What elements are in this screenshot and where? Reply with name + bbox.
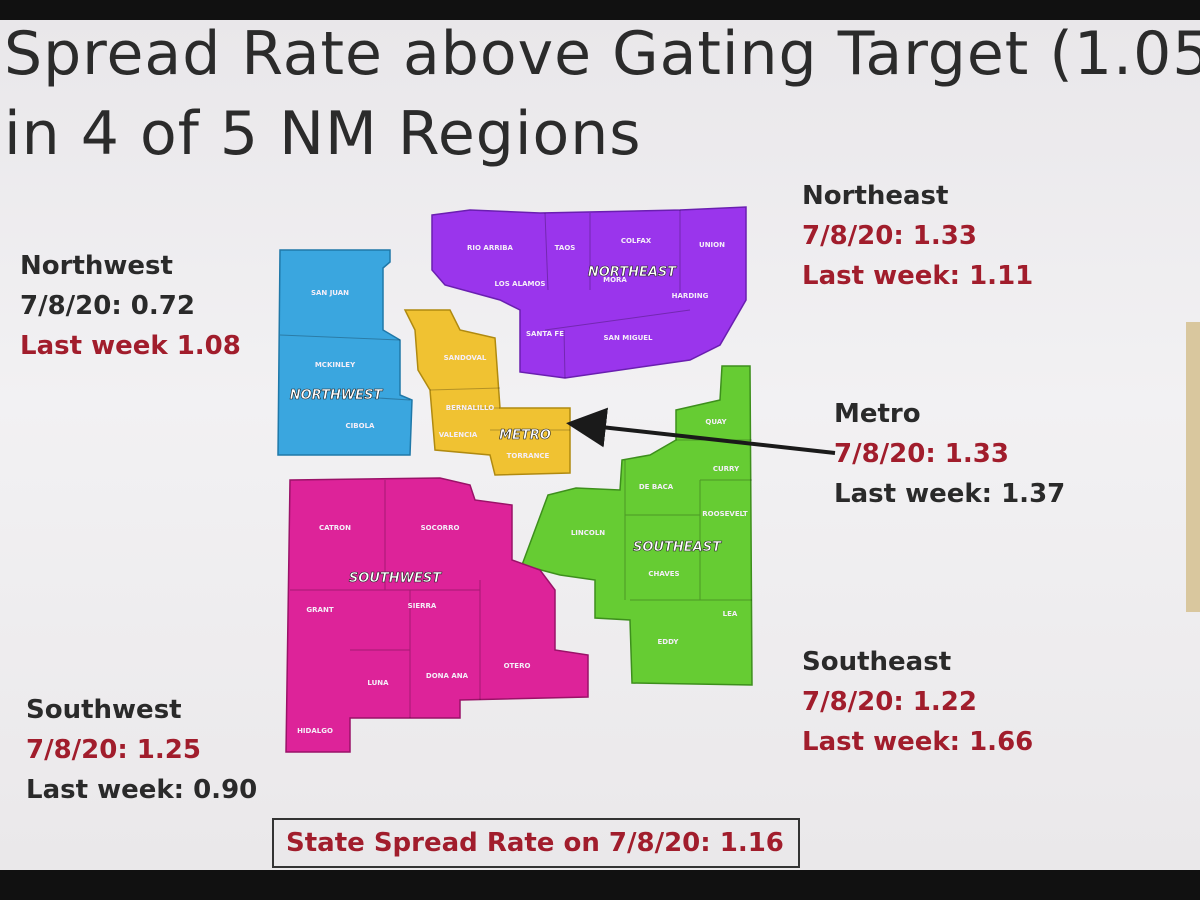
map-region-label: METRO <box>499 428 551 443</box>
county-label: EDDY <box>658 638 680 646</box>
county-label: LEA <box>723 610 738 618</box>
current-rate: 7/8/20: 0.72 <box>20 291 195 321</box>
county-label: COLFAX <box>621 237 652 245</box>
county-label: UNION <box>699 241 725 249</box>
map-region-label: SOUTHWEST <box>349 571 442 586</box>
county-label: DE BACA <box>639 483 674 491</box>
pointer-arrow <box>566 407 836 455</box>
county-label: SANDOVAL <box>444 354 487 362</box>
region-metro <box>403 309 571 476</box>
last-week-rate: Last week: 1.37 <box>834 479 1066 509</box>
county-label: LOS ALAMOS <box>495 280 546 288</box>
region-info: Northeast 7/8/20: 1.33 Last week: 1.11 <box>802 176 1033 296</box>
county-label: OTERO <box>504 662 531 670</box>
last-week-rate: Last week: 1.66 <box>802 727 1034 757</box>
county-label: RIO ARRIBA <box>467 244 514 252</box>
region-southeast <box>521 365 753 686</box>
county-label: SAN MIGUEL <box>604 334 654 342</box>
county-label: LINCOLN <box>571 529 605 537</box>
last-week-rate: Last week: 1.11 <box>802 261 1034 291</box>
map-region-label: NORTHWEST <box>290 388 384 403</box>
state-rate: State Spread Rate on 7/8/20: 1.16 <box>272 818 800 868</box>
region-southwest <box>285 477 589 753</box>
county-label: CATRON <box>319 524 351 532</box>
county-label: HARDING <box>672 292 709 300</box>
county-label: SANTA FE <box>526 330 564 338</box>
region-northwest <box>277 249 413 456</box>
county-label: LUNA <box>367 679 389 687</box>
county-label: HIDALGO <box>297 727 333 735</box>
county-label: GRANT <box>306 606 333 614</box>
region-name: Northwest <box>20 251 173 281</box>
last-week-rate: Last week: 0.90 <box>26 775 258 805</box>
county-label: SIERRA <box>408 602 437 610</box>
county-label: ROOSEVELT <box>702 510 748 518</box>
region-info: Northwest 7/8/20: 0.72 Last week 1.08 <box>20 246 241 366</box>
county-label: SAN JUAN <box>311 289 349 297</box>
map: SAN JUAN MCKINLEY CIBOLA NORTHWEST RIO ARRIB… <box>277 206 836 753</box>
current-rate: 7/8/20: 1.33 <box>834 439 1009 469</box>
region-info: Southeast 7/8/20: 1.22 Last week: 1.66 <box>802 642 1033 762</box>
county-label: SOCORRO <box>421 524 460 532</box>
county-label: DONA ANA <box>426 672 469 680</box>
current-rate: 7/8/20: 1.25 <box>26 735 201 765</box>
current-rate: 7/8/20: 1.33 <box>802 221 977 251</box>
region-info: Metro 7/8/20: 1.33 Last week: 1.37 <box>834 394 1065 514</box>
current-rate: 7/8/20: 1.22 <box>802 687 977 717</box>
region-info: Southwest 7/8/20: 1.25 Last week: 0.90 <box>26 690 257 810</box>
region-name: Southwest <box>26 695 182 725</box>
title-line: Spread Rate above Gating Target (1.05) <box>4 20 1200 89</box>
map-region-label: NORTHEAST <box>588 265 677 280</box>
county-label: CIBOLA <box>346 422 375 430</box>
region-northeast <box>431 206 747 379</box>
edge-strip <box>1186 322 1200 612</box>
region-name: Southeast <box>802 647 952 677</box>
county-label: MORA <box>603 276 627 284</box>
region-name: Metro <box>834 399 921 429</box>
slide: Spread Rate above Gating Target (1.05) i… <box>0 20 1200 870</box>
county-label: QUAY <box>705 418 727 426</box>
county-label: CURRY <box>713 465 740 473</box>
county-label: TORRANCE <box>507 452 550 460</box>
county-label: BERNALILLO <box>446 404 495 412</box>
county-label: MCKINLEY <box>315 361 356 369</box>
map-region-label: SOUTHEAST <box>633 540 722 555</box>
county-label: CHAVES <box>648 570 679 578</box>
region-name: Northeast <box>802 181 949 211</box>
county-label: TAOS <box>555 244 576 252</box>
county-label: VALENCIA <box>439 431 478 439</box>
title-line: in 4 of 5 NM Regions <box>4 99 642 169</box>
last-week-rate: Last week 1.08 <box>20 331 241 361</box>
